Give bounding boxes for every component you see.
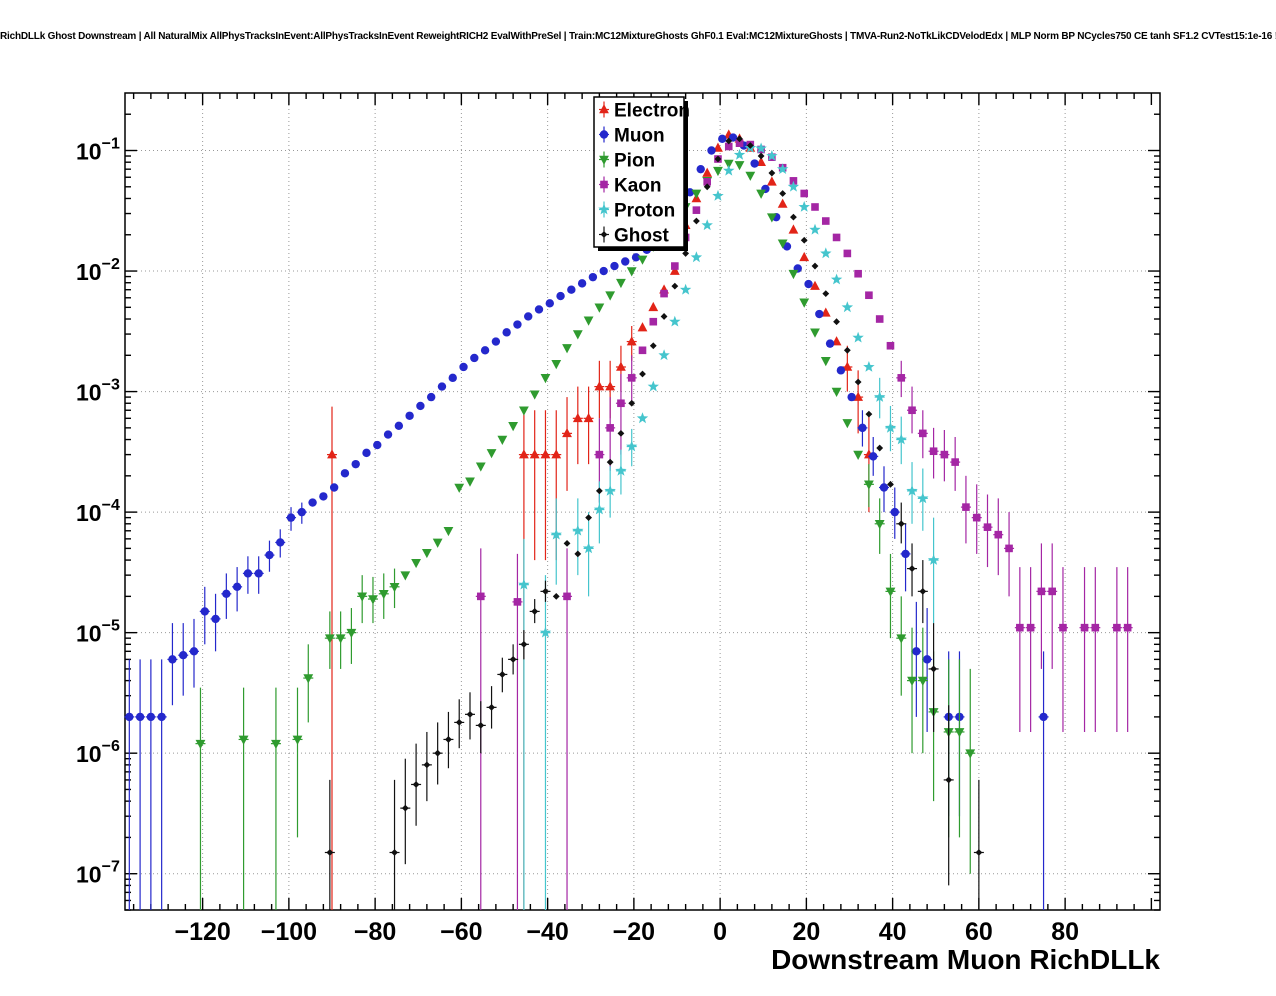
y-tick-label: 10−7 (76, 859, 120, 888)
legend-label: Ghost (614, 226, 670, 247)
legend-label: Proton (614, 201, 675, 222)
x-tick-label: −80 (354, 918, 396, 946)
x-tick-label: −60 (440, 918, 482, 946)
legend-item-kaon: Kaon (599, 176, 662, 197)
markers-muon (125, 133, 1048, 722)
legend-label: Electron (614, 101, 690, 122)
legend-label: Pion (614, 151, 655, 172)
x-tick-label: 40 (879, 918, 907, 946)
x-tick-label: −120 (174, 918, 230, 946)
legend-box (593, 96, 685, 248)
legend: Electron Muon Pion Kaon Proton Ghost (593, 96, 690, 251)
markers-pion (195, 159, 976, 759)
x-tick-label: 20 (792, 918, 820, 946)
error-bars-kaon (475, 355, 1133, 910)
series-proton (518, 142, 940, 910)
plot-title: RichDLLk Ghost Downstream | All NaturalM… (0, 31, 1276, 42)
markers-proton (518, 142, 940, 638)
x-tick-label: 80 (1051, 918, 1079, 946)
x-tick-label: −20 (613, 918, 655, 946)
legend-label: Muon (614, 126, 665, 147)
series-muon (124, 133, 1049, 910)
legend-label: Kaon (614, 176, 662, 197)
legend-item-pion: Pion (599, 151, 655, 172)
legend-item-proton: Proton (598, 201, 675, 222)
legend-item-muon: Muon (599, 126, 665, 147)
y-tick-label: 10−3 (76, 377, 120, 406)
y-axis-labels: 10−1 10−2 10−3 10−4 10−5 10−6 10−7 (76, 136, 120, 888)
y-tick-label: 10−5 (76, 618, 120, 647)
y-tick-label: 10−6 (76, 738, 120, 767)
legend-item-ghost: Ghost (599, 226, 670, 247)
plot-frame (124, 92, 1161, 911)
markers-ghost (326, 135, 983, 856)
x-axis-title: Downstream Muon RichDLLk (771, 944, 1160, 975)
x-tick-label: 0 (713, 918, 727, 946)
x-tick-label: −100 (261, 918, 317, 946)
series-ghost (324, 135, 984, 910)
error-bars-muon (124, 410, 1049, 910)
x-tick-label: −40 (526, 918, 568, 946)
legend-item-electron: Electron (599, 101, 690, 122)
error-bars-pion (195, 464, 976, 910)
y-tick-label: 10−2 (76, 256, 120, 285)
y-tick-label: 10−4 (76, 497, 120, 526)
error-bars-ghost (324, 502, 984, 910)
y-tick-label: 10−1 (76, 136, 120, 165)
x-axis-labels: −120 −100 −80 −60 −40 −20 0 20 40 60 80 (174, 918, 1079, 946)
markers-kaon (476, 139, 1132, 632)
x-tick-label: 60 (965, 918, 993, 946)
